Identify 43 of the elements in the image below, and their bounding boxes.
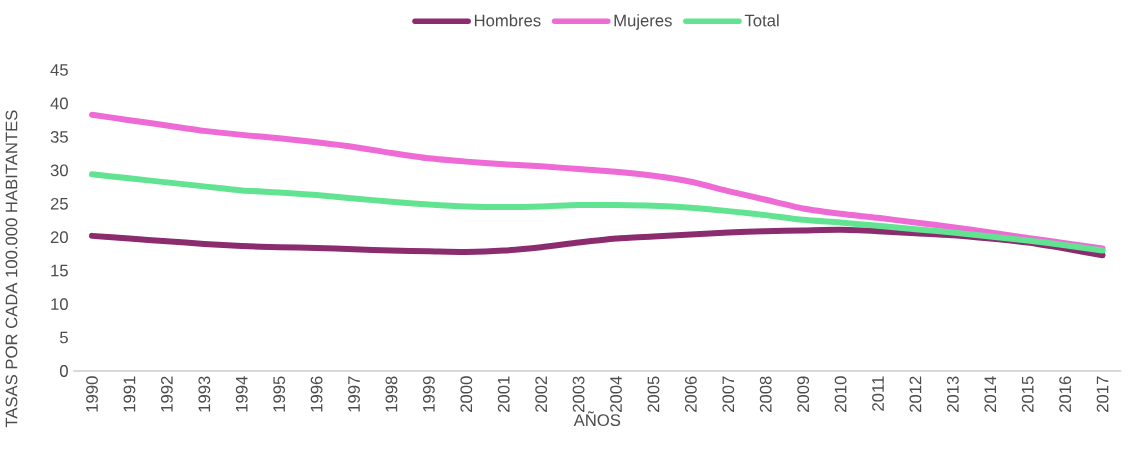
x-tick-label: 2002 bbox=[535, 376, 548, 412]
x-tick-label: 1990 bbox=[86, 376, 98, 412]
y-tick-label: 25 bbox=[50, 197, 68, 210]
x-tick-label: 2004 bbox=[610, 376, 622, 412]
x-tick-label: 1991 bbox=[123, 376, 136, 412]
y-axis-title: TASAS POR CADA 100.000 HABITANTES bbox=[5, 110, 18, 428]
x-tick-label: 2001 bbox=[497, 376, 510, 412]
x-tick-label: 1993 bbox=[198, 376, 211, 412]
x-tick-label: 2010 bbox=[834, 376, 847, 412]
x-tick-label: 2014 bbox=[984, 376, 997, 412]
legend-label: Mujeres bbox=[614, 14, 672, 30]
legend-label: Total bbox=[744, 14, 779, 27]
x-tick-label: 2008 bbox=[759, 376, 772, 412]
x-axis-title: AÑOS bbox=[573, 411, 621, 427]
x-tick-label: 1992 bbox=[160, 376, 173, 412]
y-tick-label: 35 bbox=[50, 130, 68, 143]
x-tick-label: 1999 bbox=[422, 376, 435, 412]
x-tick-label: 2012 bbox=[909, 376, 922, 412]
x-tick-label: 2006 bbox=[684, 376, 697, 412]
x-tick-label: 2009 bbox=[797, 376, 810, 412]
x-tick-label: 2015 bbox=[1021, 376, 1034, 412]
y-tick-label: 5 bbox=[59, 331, 68, 344]
x-tick-label: 1997 bbox=[348, 376, 360, 412]
y-tick-label: 30 bbox=[50, 164, 68, 177]
x-tick-label: 2017 bbox=[1096, 376, 1109, 412]
legend-label: Hombres bbox=[474, 14, 541, 27]
x-tick-label: 2000 bbox=[460, 376, 473, 412]
y-tick-label: 15 bbox=[51, 264, 68, 277]
x-tick-label: 1996 bbox=[310, 376, 323, 412]
y-tick-label: 20 bbox=[50, 231, 68, 244]
x-tick-label: 2011 bbox=[872, 376, 884, 411]
x-tick-label: 2013 bbox=[946, 376, 959, 412]
x-tick-label: 2005 bbox=[647, 376, 660, 412]
x-tick-label: 2003 bbox=[572, 376, 585, 412]
y-tick-label: 40 bbox=[50, 97, 68, 110]
x-tick-label: 1998 bbox=[385, 376, 398, 412]
y-tick-label: 0 bbox=[59, 365, 68, 377]
x-tick-label: 1994 bbox=[235, 376, 248, 412]
x-tick-label: 1995 bbox=[273, 376, 286, 412]
x-tick-label: 2007 bbox=[722, 376, 735, 412]
x-tick-label: 2016 bbox=[1059, 376, 1072, 412]
y-tick-label: 10 bbox=[51, 298, 68, 310]
y-tick-label: 45 bbox=[50, 64, 68, 76]
